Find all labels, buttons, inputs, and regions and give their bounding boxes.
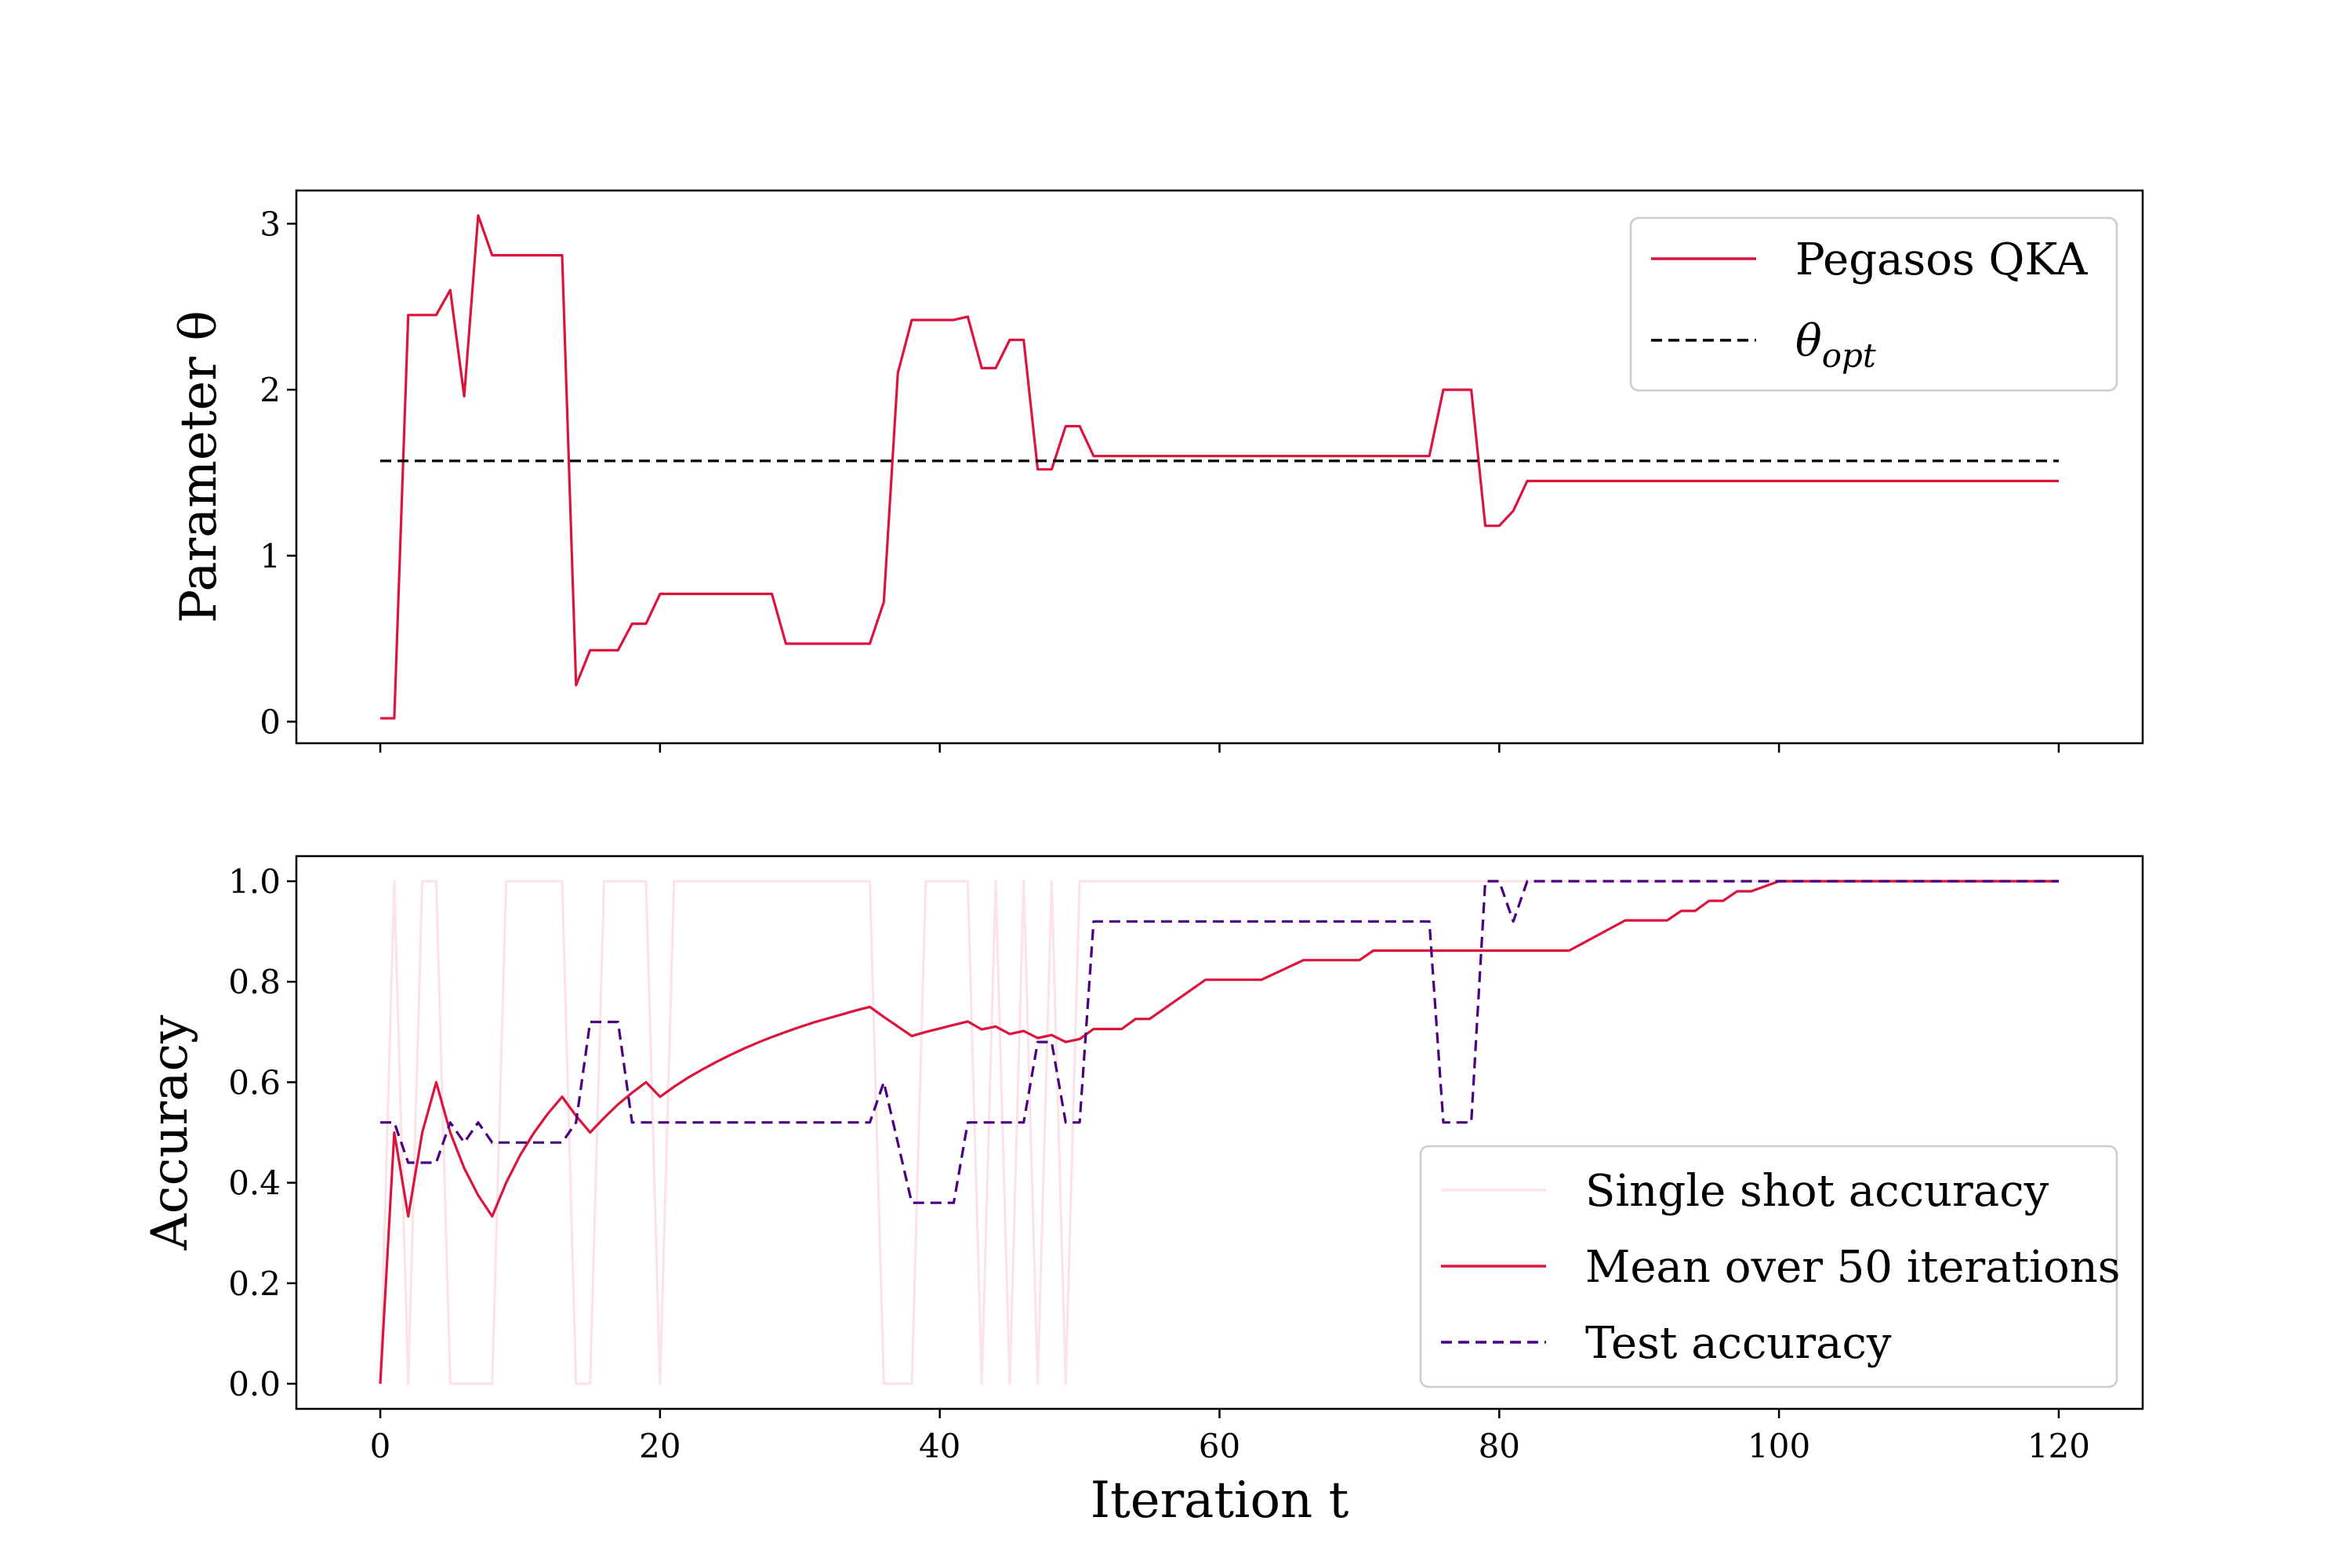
- legend-label-pegasos-qka: Pegasos QKA: [1795, 234, 2088, 285]
- accuracy-y-axis-label: Accuracy: [141, 1015, 199, 1251]
- y-tick-label: 0.2: [228, 1265, 281, 1303]
- y-tick-label: 0.4: [228, 1164, 281, 1203]
- x-tick-label: 20: [639, 1427, 681, 1465]
- x-tick-label: 120: [2027, 1427, 2090, 1465]
- x-tick-label: 0: [370, 1427, 391, 1465]
- accuracy-panel: 0 20 40 60 80 100 120 0.0 0.2 0.4 0.6 0.8 1.0 Accura…: [141, 855, 2144, 1530]
- legend-label-test-accuracy: Test accuracy: [1585, 1318, 1892, 1369]
- theta-y-axis-label: Parameter θ: [170, 310, 228, 623]
- series-line-single-shot-accuracy: [379, 880, 2059, 1385]
- theta-axis-ticks: 0 1 2 3: [260, 205, 2060, 753]
- legend-box: [1419, 1145, 2118, 1388]
- series-line-pegasos-qka: [380, 214, 2059, 720]
- accuracy-axis-ticks: 0 20 40 60 80 100 120 0.0 0.2 0.4 0.6 0.8 1.0: [228, 862, 2090, 1465]
- y-tick-label: 0.6: [228, 1063, 281, 1102]
- y-tick-label: 3: [260, 205, 281, 243]
- legend-box: [1629, 216, 2118, 392]
- x-tick-label: 80: [1479, 1427, 1520, 1465]
- y-tick-label: 2: [260, 371, 281, 409]
- series-line-mean-over-50-iterations: [379, 880, 2059, 1385]
- y-tick-label: 1.0: [228, 862, 281, 901]
- legend-label-theta-opt: θopt: [1795, 316, 1876, 375]
- y-tick-label: 0.0: [228, 1365, 281, 1403]
- x-tick-label: 40: [919, 1427, 960, 1465]
- x-axis-label: Iteration t: [1091, 1472, 1349, 1530]
- theta-series-group: [380, 214, 2059, 720]
- legend-label-single-shot-accuracy: Single shot accuracy: [1585, 1166, 2049, 1217]
- theta-legend: Pegasos QKA θopt: [1629, 216, 2118, 392]
- y-tick-label: 0.8: [228, 963, 281, 1001]
- accuracy-series-group: [379, 880, 2059, 1385]
- theta-panel: 0 1 2 3 Parameter θ Pegasos QKA θopt: [170, 189, 2144, 753]
- y-tick-label: 1: [260, 537, 281, 575]
- series-line-test-accuracy: [380, 880, 2059, 1204]
- legend-label-mean-over-50-iterations: Mean over 50 iterations: [1585, 1242, 2121, 1293]
- x-tick-label: 60: [1199, 1427, 1240, 1465]
- x-tick-label: 100: [1748, 1427, 1810, 1465]
- y-tick-label: 0: [260, 702, 281, 741]
- accuracy-legend: Single shot accuracy Mean over 50 iterati…: [1419, 1145, 2121, 1388]
